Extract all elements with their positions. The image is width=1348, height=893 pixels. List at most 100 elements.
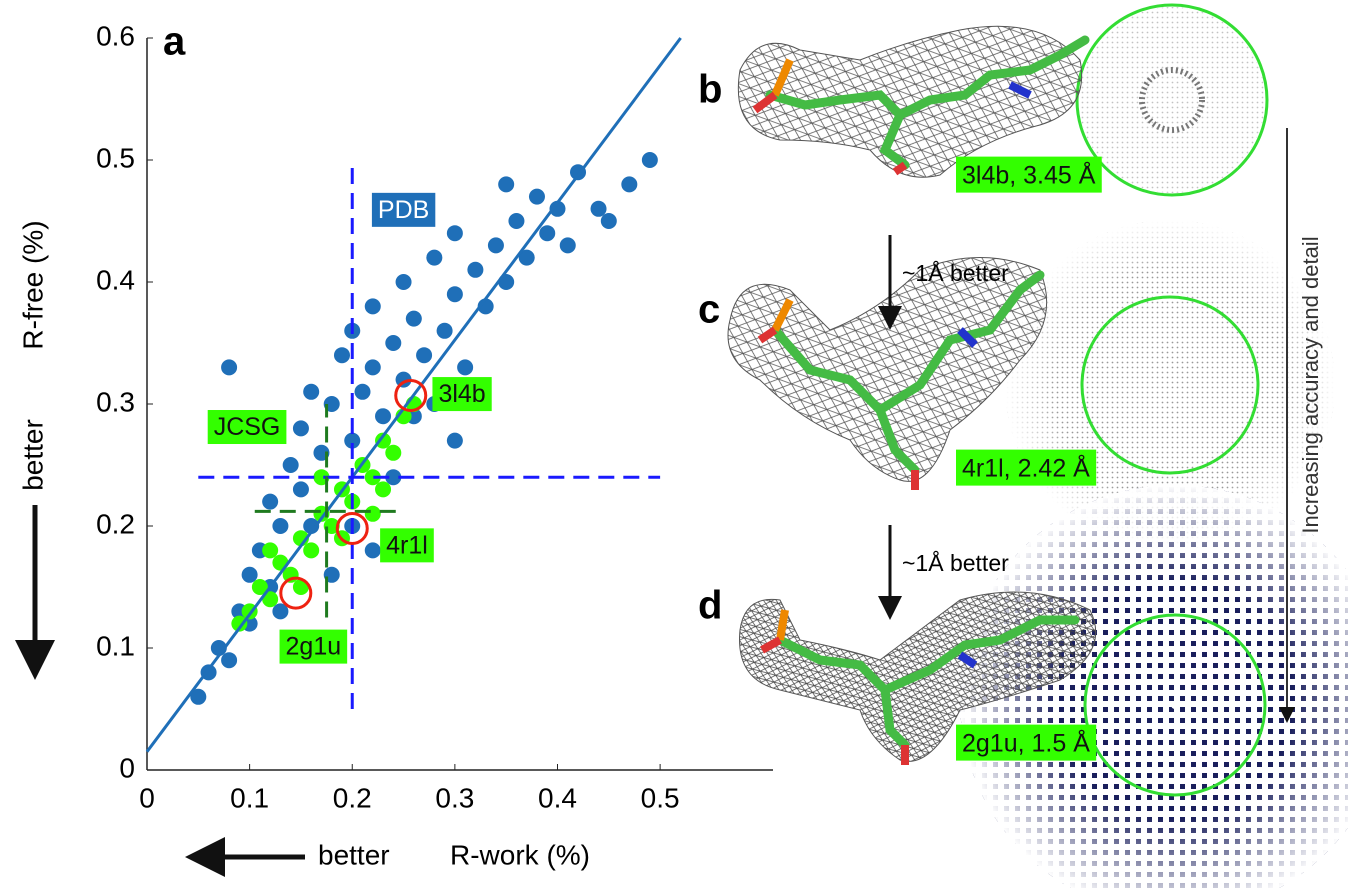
- y-tick-label: 0.4: [96, 264, 135, 295]
- point: [641, 152, 658, 168]
- point: [385, 444, 402, 461]
- point: [549, 200, 566, 217]
- point: [272, 518, 289, 534]
- panel-caption: 4r1l, 2.42 Å: [962, 453, 1090, 483]
- point: [354, 383, 371, 400]
- y-tick-label: 0.5: [96, 142, 135, 173]
- point: [364, 469, 381, 486]
- point: [221, 359, 238, 376]
- highlight-circle: [279, 576, 313, 610]
- point: [621, 176, 638, 193]
- highlight-circle: [394, 378, 428, 412]
- series-label: PDB: [378, 196, 429, 224]
- point: [518, 249, 535, 266]
- point: [385, 469, 402, 486]
- point: [262, 542, 279, 559]
- point: [251, 579, 268, 595]
- panel-caption: 3l4b, 3.45 Å: [962, 160, 1096, 190]
- point: [559, 237, 576, 254]
- trend-label: Increasing accuracy and detail: [1298, 236, 1323, 533]
- x-axis-title: R-work (%): [450, 839, 590, 870]
- point: [528, 188, 545, 205]
- panel-letter: b: [698, 68, 722, 112]
- point: [262, 493, 279, 510]
- x-better: better: [318, 839, 390, 870]
- point: [446, 286, 463, 303]
- point: [426, 249, 443, 266]
- x-tick-label: 0.2: [333, 782, 372, 813]
- point: [487, 237, 504, 254]
- highlight-label-bg: [380, 528, 434, 563]
- fit-line: [145, 37, 682, 753]
- point: [385, 335, 402, 351]
- point: [303, 518, 320, 534]
- x-tick-label: 0.5: [641, 782, 680, 813]
- diffraction-d: [960, 485, 1348, 888]
- diffraction-b: [1075, 3, 1269, 197]
- x-tick-label: 0.3: [435, 782, 474, 813]
- point: [600, 213, 617, 229]
- point: [375, 432, 392, 449]
- point: [539, 225, 556, 242]
- point: [262, 591, 279, 608]
- panel-letter: d: [698, 584, 722, 628]
- highlight-label: 2g1u: [286, 633, 342, 661]
- y-better: better: [17, 419, 48, 491]
- step-label: ~1Å better: [902, 259, 1009, 286]
- x-tick-label: 0.4: [538, 782, 577, 813]
- point: [303, 542, 320, 559]
- point: [446, 225, 463, 242]
- series-label-bg: [371, 192, 436, 227]
- x-tick-label: 0: [139, 782, 155, 813]
- point: [436, 322, 453, 339]
- y-tick-label: 0.2: [96, 508, 135, 539]
- y-tick-label: 0: [119, 752, 135, 783]
- point: [303, 383, 320, 400]
- molecule-c: [727, 257, 1048, 490]
- panel-caption: 2g1u, 1.5 Å: [962, 728, 1090, 758]
- molecule-b: [737, 25, 1090, 178]
- point: [292, 420, 309, 437]
- point: [231, 615, 248, 632]
- plot: 0 0.1 0.2 0.3 0.4 0.5 0 0.1 0.2 0.3 0.4 0.5 0.6 PDB JC…: [96, 20, 773, 813]
- point: [272, 603, 289, 620]
- series-label-bg: [207, 410, 287, 445]
- y-tick-label: 0.3: [96, 386, 135, 417]
- point: [364, 298, 381, 315]
- point: [416, 347, 433, 364]
- point: [364, 505, 381, 522]
- point: [405, 310, 422, 327]
- y-tick-label: 0.1: [96, 630, 135, 661]
- point: [292, 481, 309, 498]
- point: [333, 347, 350, 364]
- highlight-label: 4r1l: [386, 531, 428, 559]
- point: [282, 457, 299, 473]
- highlight-circle: [335, 511, 369, 545]
- right-panels: b 3l4b, 3.45 Å c 4r1l, 2.42 Å d 2g1u, 1.5 Å ~1…: [698, 68, 1323, 761]
- point: [467, 261, 484, 278]
- step-label: ~1Å better: [902, 549, 1009, 576]
- point: [364, 359, 381, 376]
- x-tick-label: 0.1: [230, 782, 269, 813]
- y-tick-label: 0.6: [96, 20, 135, 51]
- highlight-label: 3l4b: [438, 380, 485, 408]
- point: [375, 408, 392, 425]
- panel-letter: a: [163, 20, 186, 64]
- point: [364, 542, 381, 559]
- point: [344, 432, 361, 449]
- point: [190, 688, 207, 705]
- highlight-label-bg: [279, 629, 348, 664]
- panel-caption-bg: [956, 156, 1102, 193]
- point: [590, 200, 607, 217]
- point: [498, 176, 515, 193]
- point: [395, 274, 412, 290]
- y-axis-title: R-free (%): [17, 220, 48, 349]
- panel-caption-bg: [956, 449, 1097, 486]
- point: [457, 359, 474, 376]
- highlight-label-bg: [432, 377, 492, 412]
- panel-caption-bg: [956, 724, 1097, 761]
- molecule-d: [739, 591, 1097, 765]
- panel-letter: c: [698, 288, 720, 332]
- point: [508, 213, 525, 229]
